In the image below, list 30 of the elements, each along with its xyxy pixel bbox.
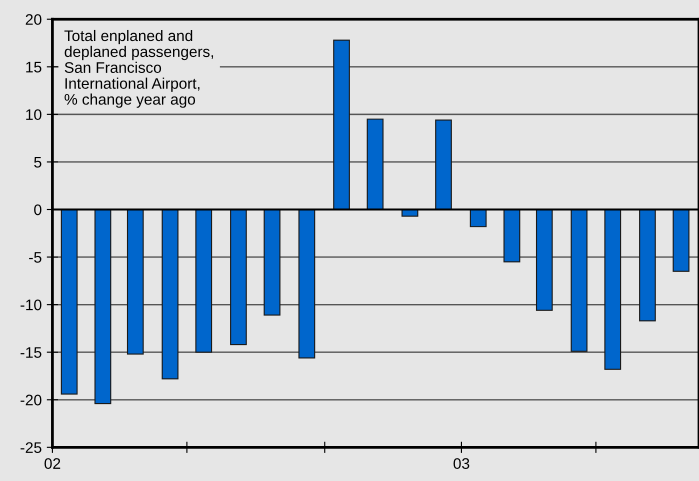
- bar: [162, 208, 178, 380]
- y-tick-label: -15: [20, 347, 42, 358]
- bar: [672, 208, 690, 272]
- bar: [264, 208, 280, 316]
- bar: [366, 118, 384, 210]
- bar: [94, 208, 112, 404]
- y-tick-label: 20: [26, 14, 42, 25]
- y-tick-label: 10: [26, 109, 42, 120]
- bar: [195, 208, 212, 353]
- bar: [503, 208, 520, 262]
- annotation: Total enplaned and deplaned passengers, San Francisco International Airport, % change year ago: [64, 30, 214, 108]
- bar: [570, 208, 588, 352]
- bar: [536, 208, 553, 311]
- x-tick-label: 02: [44, 458, 60, 469]
- y-tick-label: -25: [20, 442, 42, 454]
- bar: [230, 208, 247, 346]
- y-tick-label: -10: [20, 300, 42, 310]
- y-tick-label: -20: [20, 394, 42, 406]
- bar: [435, 120, 452, 210]
- y-tick-label: 15: [26, 62, 42, 72]
- y-tick-label: 5: [34, 156, 42, 168]
- bar: [298, 208, 316, 358]
- bar: [639, 208, 656, 322]
- bar: [60, 208, 78, 395]
- bar: [604, 208, 622, 370]
- y-tick-label: -5: [29, 252, 42, 263]
- bar: [333, 40, 350, 210]
- y-tick-label: 0: [34, 204, 42, 216]
- x-tick-label: 03: [454, 458, 470, 469]
- bar: [126, 208, 144, 355]
